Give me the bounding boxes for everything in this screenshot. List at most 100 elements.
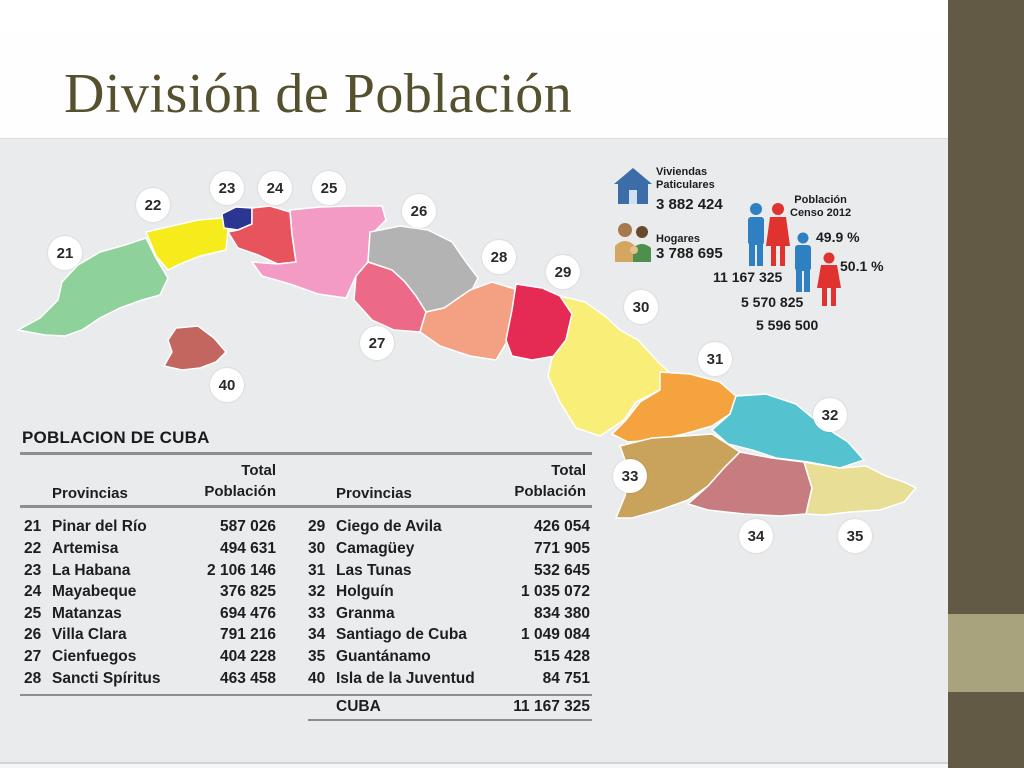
table-row-pop: 426 054 <box>533 518 590 535</box>
map-label-21: 21 <box>48 236 82 270</box>
province-30-shape <box>547 294 678 437</box>
map-label-24: 24 <box>258 171 292 205</box>
table-row-name: Granma <box>336 605 395 622</box>
map-label-28: 28 <box>482 240 516 274</box>
table-bottom-rule <box>20 694 592 696</box>
province-35-shape <box>802 461 918 516</box>
header-total-left-line1: Total <box>241 462 276 479</box>
table-row-name: Cienfuegos <box>52 648 137 665</box>
province-40-shape <box>162 325 228 371</box>
map-label-22: 22 <box>136 188 170 222</box>
table-top-rule <box>20 452 592 455</box>
table-row-pop: 587 026 <box>219 518 276 535</box>
table-row-pop: 834 380 <box>533 605 590 622</box>
header-provincias-right: Provincias <box>336 485 412 502</box>
table-row-num: 25 <box>24 605 42 622</box>
side-decoration-accent <box>948 614 1024 692</box>
table-row-num: 21 <box>24 518 42 535</box>
table-row-num: 29 <box>308 518 326 535</box>
table-row-num: 24 <box>24 583 42 600</box>
table-row-pop: 771 905 <box>533 540 590 557</box>
table-row-pop: 1 035 072 <box>521 583 590 600</box>
header-total-right: Total Población <box>490 460 586 502</box>
poblacion-label: Población Censo 2012 <box>790 194 851 220</box>
province-24-shape <box>226 205 297 265</box>
table-header-rule <box>20 505 592 508</box>
table-row-pop: 2 106 146 <box>207 562 276 579</box>
slide-title: División de Población <box>64 63 573 125</box>
table-row-num: 33 <box>308 605 326 622</box>
map-label-32: 32 <box>813 398 847 432</box>
cuba-provinces-map <box>15 205 918 519</box>
table-row-name: Isla de la Juventud <box>336 670 475 687</box>
table-row-num: 32 <box>308 583 326 600</box>
table-row-num: 30 <box>308 540 326 557</box>
female-percentage: 50.1 % <box>840 258 884 274</box>
viviendas-value: 3 882 424 <box>656 196 723 213</box>
table-title: POBLACION DE CUBA <box>22 428 210 447</box>
poblacion-label-line2: Censo 2012 <box>790 207 852 219</box>
table-row-name: Mayabeque <box>52 583 137 600</box>
table-row-num: 26 <box>24 626 42 643</box>
male-percentage: 49.9 % <box>816 229 860 245</box>
header-total-right-line2: Población <box>514 483 586 500</box>
table-row-name: Camagüey <box>336 540 415 557</box>
male-total: 5 570 825 <box>741 294 804 310</box>
table-row-name: Villa Clara <box>52 626 127 643</box>
table-row-num: 27 <box>24 648 42 665</box>
female-total: 5 596 500 <box>756 317 819 333</box>
map-label-26: 26 <box>402 194 436 228</box>
table-row-num: 28 <box>24 670 42 687</box>
table-row-name: Artemisa <box>52 540 119 557</box>
table-row-pop: 791 216 <box>219 626 276 643</box>
map-label-30: 30 <box>624 290 658 324</box>
table-row-name: Santiago de Cuba <box>336 626 467 643</box>
map-label-34: 34 <box>739 519 773 553</box>
table-row-num: 31 <box>308 562 326 579</box>
province-25-shape <box>250 205 387 299</box>
table-row-pop: 1 049 084 <box>521 626 590 643</box>
hogares-value: 3 788 695 <box>656 245 723 262</box>
header-total-left: Total Población <box>180 460 276 502</box>
map-label-27: 27 <box>360 326 394 360</box>
table-row-name: Holguín <box>336 583 394 600</box>
total-label: CUBA <box>336 698 381 715</box>
poblacion-label-line1: Población <box>794 194 847 206</box>
table-row-name: Pinar del Río <box>52 518 147 535</box>
table-row-name: Guantánamo <box>336 648 431 665</box>
table-row-num: 40 <box>308 670 326 687</box>
table-row-pop: 694 476 <box>219 605 276 622</box>
map-label-33: 33 <box>613 459 647 493</box>
viviendas-label-line1: Viviendas <box>656 166 708 178</box>
house-icon <box>614 168 652 204</box>
table-row-pop: 463 458 <box>219 670 276 687</box>
viviendas-label-line2: Paticulares <box>656 179 715 191</box>
table-row-pop: 404 228 <box>219 648 276 665</box>
population-total: 11 167 325 <box>713 269 783 285</box>
bottom-divider <box>0 762 948 764</box>
province-22-shape <box>144 217 229 271</box>
table-row-num: 34 <box>308 626 326 643</box>
table-row-name: Las Tunas <box>336 562 412 579</box>
map-label-40: 40 <box>210 368 244 402</box>
table-row-pop: 494 631 <box>219 540 276 557</box>
map-label-29: 29 <box>546 255 580 289</box>
total-underline <box>308 719 592 721</box>
province-28-shape <box>419 281 519 361</box>
province-21-shape <box>15 237 169 337</box>
male-icon <box>795 232 811 292</box>
table-row-name: La Habana <box>52 562 131 579</box>
map-label-31: 31 <box>698 342 732 376</box>
viviendas-label: Viviendas Paticulares <box>656 166 715 192</box>
map-label-35: 35 <box>838 519 872 553</box>
hogares-label: Hogares <box>656 233 701 245</box>
table-row-name: Ciego de Avila <box>336 518 442 535</box>
table-row-num: 35 <box>308 648 326 665</box>
table-row-name: Matanzas <box>52 605 122 622</box>
map-label-23: 23 <box>210 171 244 205</box>
table-row-num: 22 <box>24 540 42 557</box>
province-33-shape <box>614 433 742 519</box>
header-total-left-line2: Población <box>204 483 276 500</box>
table-row-pop: 515 428 <box>533 648 590 665</box>
family-icon <box>615 223 651 262</box>
